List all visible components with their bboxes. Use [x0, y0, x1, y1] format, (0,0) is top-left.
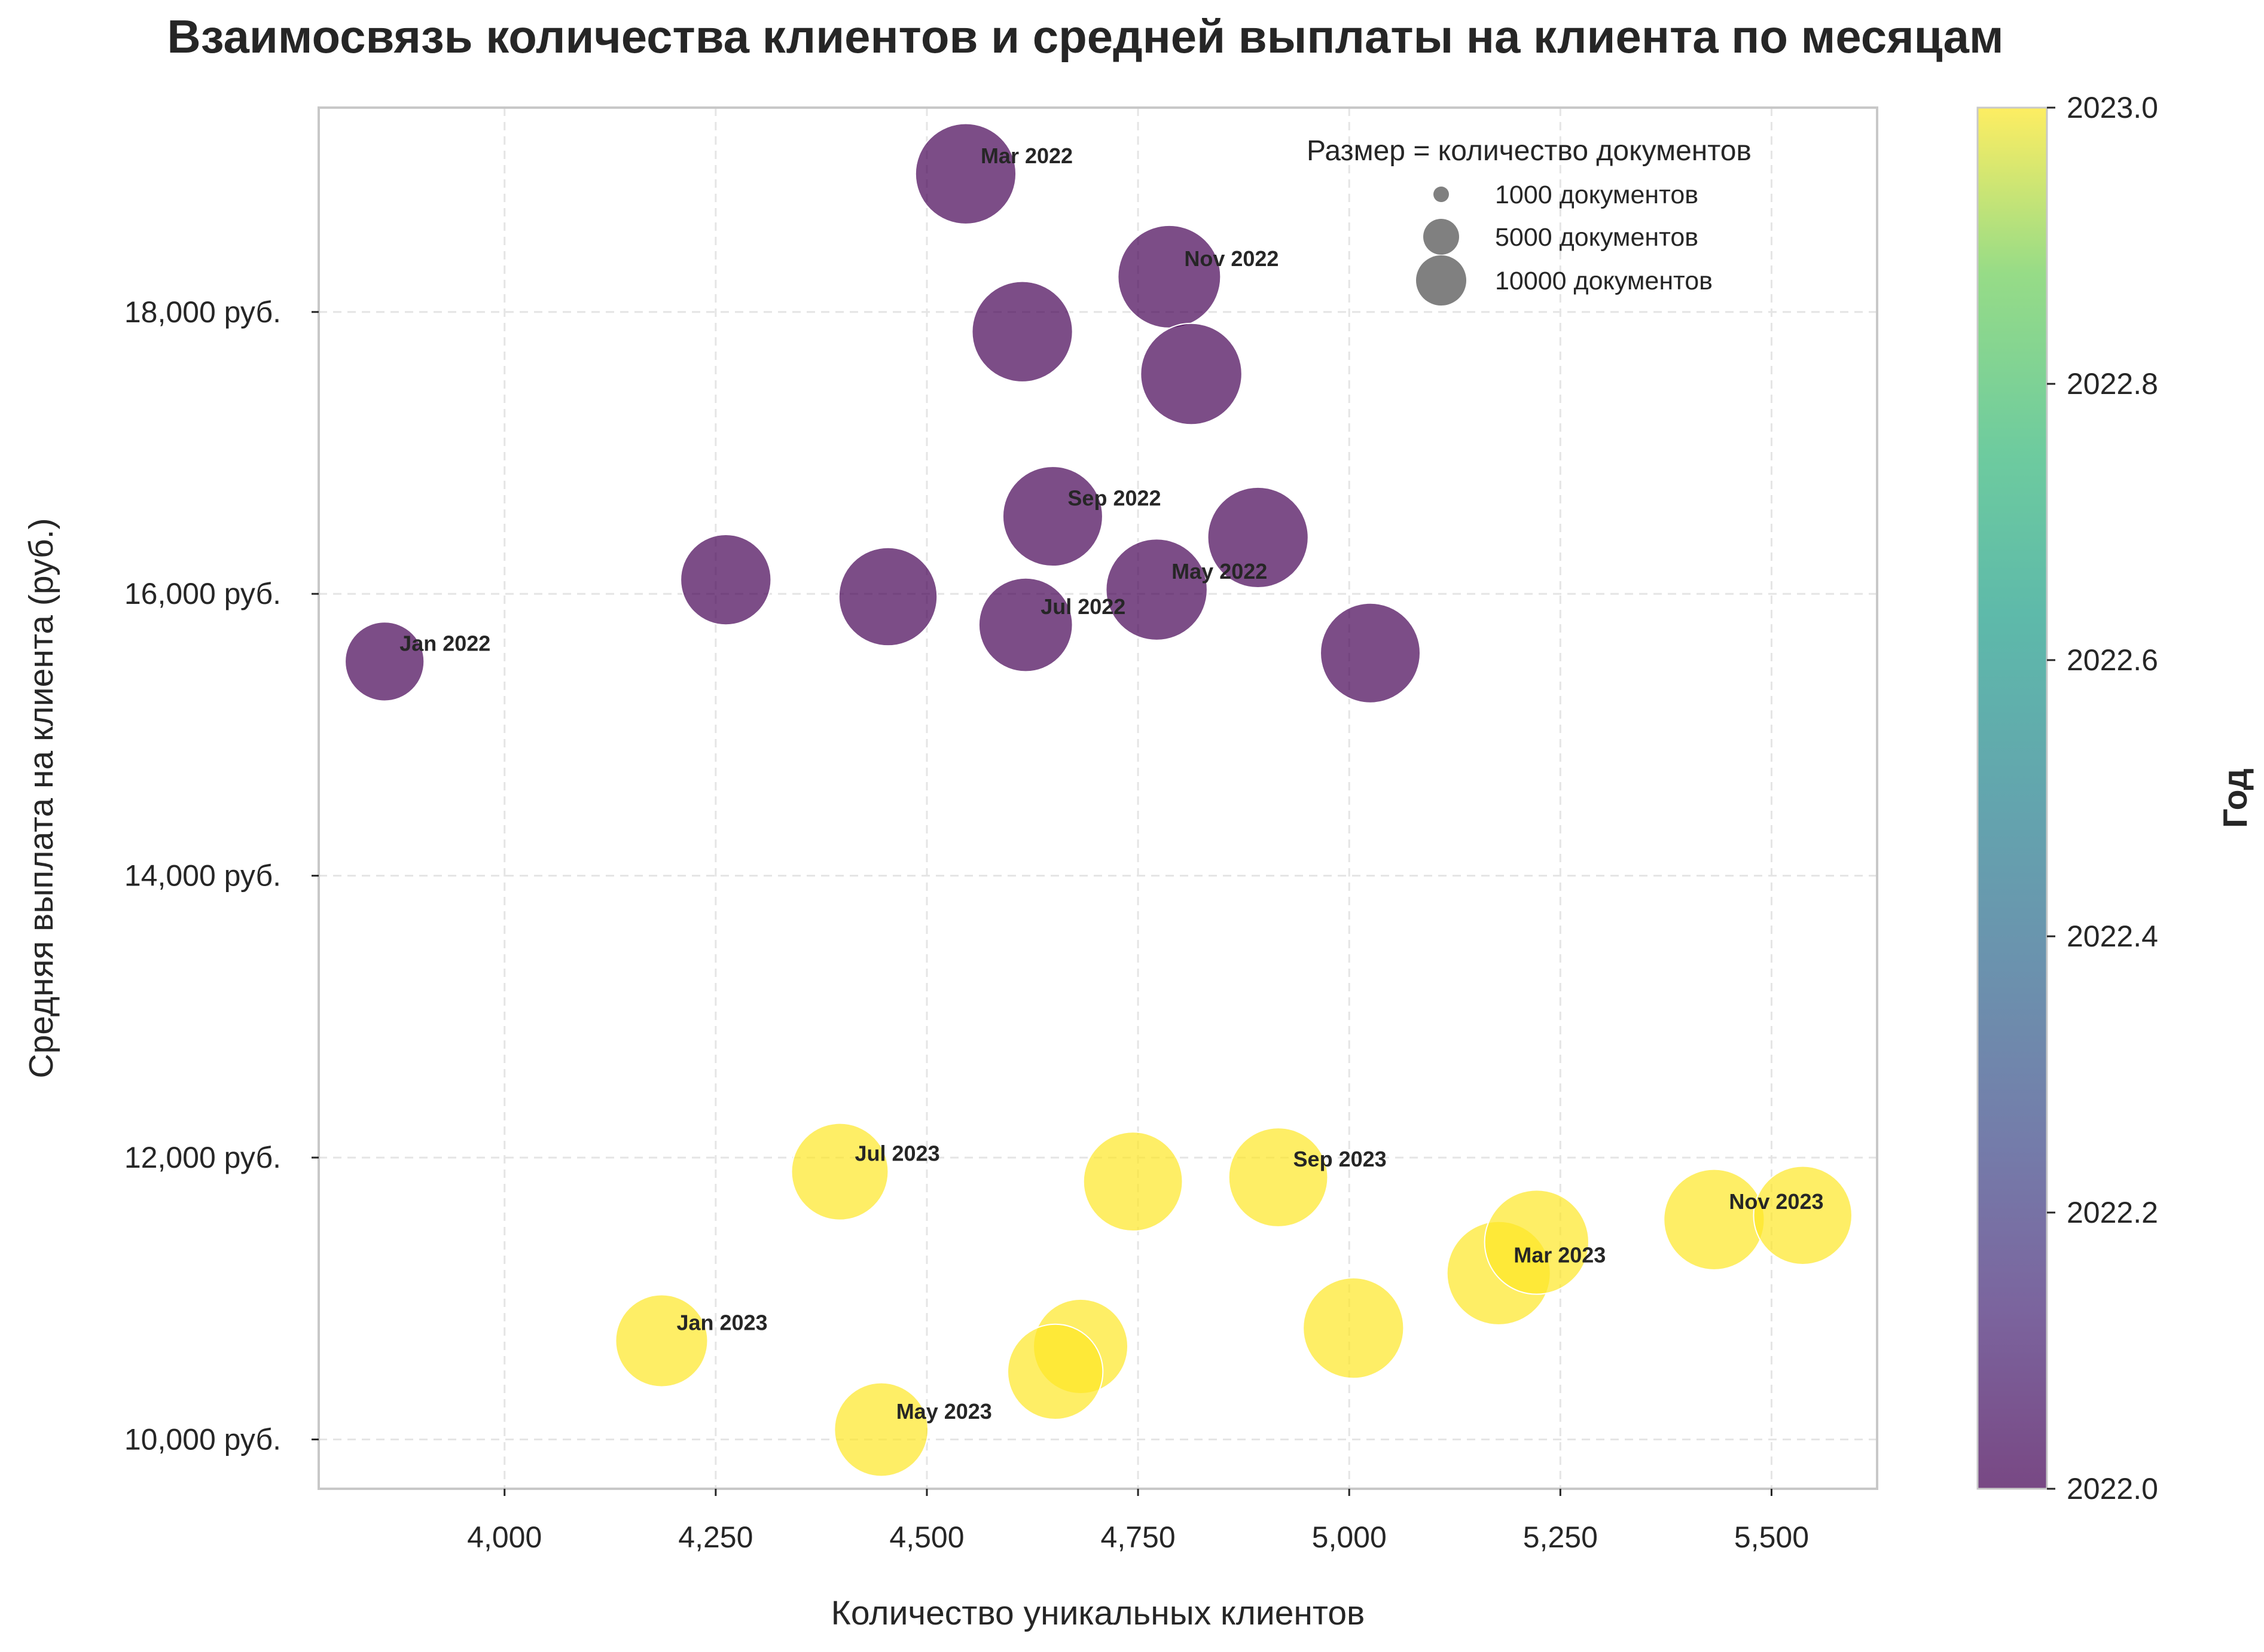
- x-tick-label: 4,000: [467, 1520, 542, 1554]
- data-point: [914, 123, 1017, 225]
- data-label: Nov 2022: [1184, 246, 1279, 271]
- legend-label-1000: 1000 документов: [1495, 181, 1698, 209]
- plot-frame: [318, 106, 1878, 1490]
- colorbar-tick-label: 2022.2: [2067, 1196, 2158, 1229]
- y-axis-label: Средняя выплата на клиента (руб.): [22, 518, 60, 1079]
- colorbar-frame: [1976, 106, 2048, 1490]
- point-labels: Jan 2022 Mar 2022 May 2022 Jul 2022 Sep 2022…: [399, 143, 1823, 1424]
- data-point: [615, 1294, 709, 1388]
- colorbar-ticks: 2022.0 2022.2 2022.4 2022.6 2022.8 2023.0: [2047, 91, 2158, 1506]
- data-label: May 2022: [1171, 559, 1267, 584]
- data-label: Jan 2022: [399, 631, 490, 655]
- data-point: [1753, 1165, 1853, 1265]
- data-point: [791, 1122, 889, 1221]
- x-axis-ticks: 4,000 4,250 4,500 4,750 5,000 5,250 5,500: [467, 1489, 1809, 1554]
- data-point: [978, 577, 1073, 673]
- x-tick-label: 5,000: [1312, 1520, 1387, 1554]
- x-tick-label: 4,750: [1101, 1520, 1176, 1554]
- colorbar: 2022.0 2022.2 2022.4 2022.6 2022.8 2023.0 Год: [1976, 91, 2254, 1506]
- legend-label-5000: 5000 документов: [1495, 223, 1698, 252]
- colorbar-tick-label: 2022.0: [2067, 1472, 2158, 1506]
- x-tick-label: 4,500: [889, 1520, 964, 1554]
- grid: [319, 108, 1877, 1489]
- data-label: Sep 2022: [1067, 486, 1161, 511]
- data-point: [834, 1382, 929, 1477]
- legend-marker-1000: [1433, 187, 1449, 202]
- chart-title: Взаимосвязь количества клиентов и средне…: [167, 10, 2003, 63]
- colorbar-tick-label: 2022.4: [2067, 920, 2158, 953]
- data-points: [344, 123, 1853, 1477]
- data-point: [1207, 486, 1309, 589]
- y-tick-label: 18,000 руб.: [124, 295, 281, 329]
- data-label: Mar 2022: [981, 143, 1073, 168]
- data-label: Mar 2023: [1514, 1242, 1606, 1267]
- colorbar-label: Год: [2216, 768, 2254, 828]
- data-point: [1663, 1168, 1765, 1271]
- legend-marker-5000: [1423, 219, 1459, 255]
- data-label: May 2023: [896, 1399, 992, 1424]
- legend-marker-10000: [1416, 255, 1466, 306]
- y-tick-label: 12,000 руб.: [124, 1141, 281, 1174]
- y-tick-label: 16,000 руб.: [124, 577, 281, 610]
- data-point: [838, 546, 938, 647]
- x-tick-label: 5,500: [1734, 1520, 1809, 1554]
- data-point: [1228, 1127, 1329, 1227]
- x-tick-label: 5,250: [1523, 1520, 1598, 1554]
- colorbar-gradient: [1978, 108, 2047, 1489]
- data-label: Jul 2023: [855, 1141, 939, 1166]
- size-legend: Размер = количество документов 1000 доку…: [1307, 135, 1752, 306]
- y-tick-label: 10,000 руб.: [124, 1423, 281, 1456]
- data-point: [1002, 466, 1103, 567]
- data-point: [1105, 538, 1208, 641]
- data-point: [1484, 1189, 1589, 1295]
- legend-label-10000: 10000 документов: [1495, 267, 1713, 295]
- data-label: Sep 2023: [1293, 1147, 1387, 1171]
- data-label: Jul 2022: [1041, 594, 1125, 619]
- legend-title: Размер = количество документов: [1307, 135, 1752, 167]
- y-axis-ticks: 10,000 руб. 12,000 руб. 14,000 руб. 16,000 …: [124, 295, 319, 1456]
- y-tick-label: 14,000 руб.: [124, 859, 281, 893]
- data-point: [344, 621, 425, 702]
- data-point: [1320, 602, 1421, 704]
- x-tick-label: 4,250: [678, 1520, 753, 1554]
- colorbar-tick-label: 2022.6: [2067, 643, 2158, 677]
- data-label: Jan 2023: [676, 1311, 767, 1335]
- data-point: [1140, 322, 1243, 426]
- colorbar-tick-label: 2023.0: [2067, 91, 2158, 124]
- data-point: [1082, 1131, 1183, 1232]
- data-point: [1302, 1277, 1405, 1379]
- data-point: [971, 280, 1073, 383]
- x-axis-label: Количество уникальных клиентов: [831, 1594, 1365, 1632]
- colorbar-tick-label: 2022.8: [2067, 367, 2158, 401]
- data-point: [1117, 224, 1222, 329]
- data-point: [1007, 1323, 1104, 1421]
- data-point: [680, 533, 772, 626]
- data-label: Nov 2023: [1729, 1189, 1823, 1214]
